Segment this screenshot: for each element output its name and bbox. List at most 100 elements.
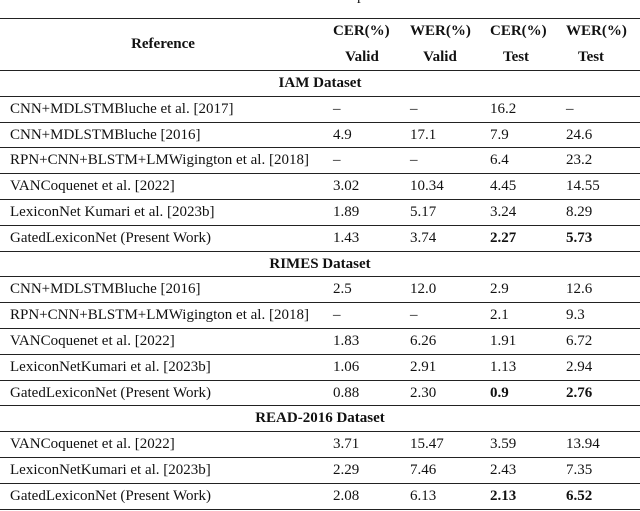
value-cell: 4.9: [333, 126, 352, 143]
value-cell: 2.43: [490, 461, 517, 478]
value-cell: –: [410, 307, 418, 324]
value-cell: 4.45: [490, 178, 517, 195]
column-header: WER(%): [566, 23, 627, 39]
value-cell: 5.17: [410, 203, 437, 220]
value-cell: 2.91: [410, 358, 437, 375]
section-title: READ-2016 Dataset: [255, 410, 385, 427]
value-cell: 16.2: [490, 100, 517, 117]
value-cell: 0.9: [490, 384, 509, 401]
value-cell: 7.46: [410, 461, 437, 478]
row-rule: [0, 379, 640, 381]
value-cell: 12.0: [410, 281, 437, 298]
value-cell: –: [566, 100, 574, 117]
row-rule: [0, 482, 640, 484]
value-cell: 3.74: [410, 229, 437, 246]
value-cell: –: [333, 152, 341, 169]
value-cell: 2.29: [333, 461, 360, 478]
row-rule: [0, 147, 640, 148]
row-rule: [0, 199, 640, 200]
row-rule: [0, 405, 640, 406]
top-rule: [0, 18, 640, 20]
reference-cell: VANCoquenet et al. [2022]: [10, 332, 175, 349]
reference-cell: RPN+CNN+BLSTM+LMWigington et al. [2018]: [10, 307, 309, 324]
caption: Table 3: Results and Comparison Table: [202, 0, 438, 5]
value-cell: 12.6: [566, 281, 593, 298]
section-title: RIMES Dataset: [269, 255, 371, 272]
row-rule: [0, 121, 640, 123]
value-cell: 1.89: [333, 203, 360, 220]
value-cell: 2.94: [566, 358, 593, 375]
value-cell: 1.06: [333, 358, 360, 375]
reference-cell: GatedLexiconNet (Present Work): [10, 487, 211, 504]
value-cell: 14.55: [566, 178, 600, 195]
value-cell: 15.47: [410, 436, 444, 453]
row-rule: [0, 353, 640, 355]
value-cell: 7.9: [490, 126, 509, 143]
reference-cell: LexiconNet Kumari et al. [2023b]: [10, 203, 215, 220]
value-cell: 23.2: [566, 152, 593, 169]
reference-cell: VANCoquenet et al. [2022]: [10, 436, 175, 453]
column-header: Valid: [423, 49, 457, 65]
value-cell: 5.73: [566, 229, 593, 246]
row-rule: [0, 173, 640, 174]
value-cell: 1.43: [333, 229, 360, 246]
row-rule: [0, 250, 640, 252]
header-rule: [0, 70, 640, 71]
value-cell: 0.88: [333, 384, 360, 401]
value-cell: 17.1: [410, 126, 437, 143]
reference-cell: CNN+MDLSTMBluche [2016]: [10, 281, 201, 298]
section-rule: [0, 431, 640, 433]
row-rule: [0, 224, 640, 226]
column-header: CER(%): [333, 23, 390, 39]
column-header: Test: [502, 49, 530, 65]
section-rule: [0, 95, 640, 97]
value-cell: 2.1: [490, 307, 509, 324]
column-header: Test: [577, 49, 605, 65]
value-cell: 2.5: [333, 281, 352, 298]
value-cell: 1.91: [490, 332, 517, 349]
value-cell: 13.94: [566, 436, 600, 453]
value-cell: 10.34: [410, 178, 444, 195]
reference-cell: LexiconNetKumari et al. [2023b]: [10, 358, 211, 375]
value-cell: 7.35: [566, 461, 593, 478]
reference-cell: CNN+MDLSTMBluche [2016]: [10, 126, 201, 143]
value-cell: 9.3: [566, 307, 585, 324]
row-rule: [0, 457, 640, 458]
column-header: Reference: [131, 36, 195, 52]
reference-cell: VANCoquenet et al. [2022]: [10, 178, 175, 195]
value-cell: 3.02: [333, 178, 360, 195]
value-cell: 6.4: [490, 152, 509, 169]
value-cell: –: [410, 100, 418, 117]
reference-cell: RPN+CNN+BLSTM+LMWigington et al. [2018]: [10, 152, 309, 169]
section-title: IAM Dataset: [278, 74, 362, 91]
column-header: WER(%): [410, 23, 471, 39]
section-rule: [0, 276, 640, 278]
value-cell: 3.59: [490, 436, 517, 453]
row-rule: [0, 508, 640, 510]
column-header: CER(%): [490, 23, 547, 39]
value-cell: 2.30: [410, 384, 437, 401]
value-cell: 3.24: [490, 203, 517, 220]
reference-cell: GatedLexiconNet (Present Work): [10, 229, 211, 246]
value-cell: 1.83: [333, 332, 360, 349]
value-cell: 2.9: [490, 281, 509, 298]
value-cell: 6.26: [410, 332, 437, 349]
value-cell: 6.52: [566, 487, 593, 504]
value-cell: 2.08: [333, 487, 360, 504]
value-cell: –: [333, 307, 341, 324]
value-cell: 2.13: [490, 487, 517, 504]
value-cell: 2.76: [566, 384, 593, 401]
value-cell: 2.27: [490, 229, 517, 246]
reference-cell: LexiconNetKumari et al. [2023b]: [10, 461, 211, 478]
value-cell: 24.6: [566, 126, 593, 143]
row-rule: [0, 302, 640, 303]
column-header: Valid: [345, 49, 379, 65]
value-cell: 1.13: [490, 358, 517, 375]
value-cell: 6.13: [410, 487, 437, 504]
value-cell: 8.29: [566, 203, 593, 220]
value-cell: 3.71: [333, 436, 360, 453]
value-cell: 6.72: [566, 332, 593, 349]
row-rule: [0, 328, 640, 329]
reference-cell: CNN+MDLSTMBluche et al. [2017]: [10, 100, 234, 117]
